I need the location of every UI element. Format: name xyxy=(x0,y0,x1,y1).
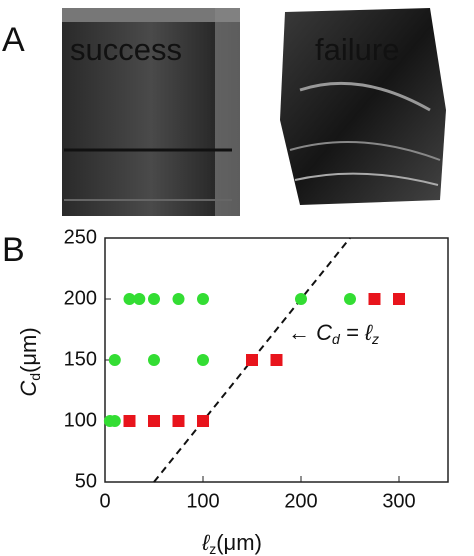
point xyxy=(393,293,405,305)
point xyxy=(148,415,160,427)
panel-label: A xyxy=(2,21,25,59)
x-axis-label-part: z xyxy=(209,541,216,556)
y-axis-label: Cd(μm) xyxy=(16,327,43,396)
point xyxy=(123,293,136,305)
point xyxy=(133,293,146,305)
point xyxy=(197,415,209,427)
y-tick-label: 250 xyxy=(64,226,97,248)
y-axis-label-part: d xyxy=(27,373,43,381)
annotation-part: d xyxy=(332,331,341,347)
y-tick-label: 50 xyxy=(75,470,97,492)
y-tick-label: 100 xyxy=(64,409,97,431)
point xyxy=(172,415,185,427)
point xyxy=(172,293,185,305)
y-tick-label: 200 xyxy=(64,287,97,309)
point xyxy=(108,354,121,366)
point xyxy=(148,354,160,366)
point xyxy=(295,293,307,305)
x-tick-label: 0 xyxy=(99,490,110,512)
x-axis-label-part: ℓ xyxy=(201,530,210,555)
x-tick-label: 100 xyxy=(186,490,219,512)
failure-sample xyxy=(280,8,446,205)
point xyxy=(270,354,283,366)
y-axis-label-part: C xyxy=(16,381,41,397)
x-tick-label: 300 xyxy=(382,490,415,512)
y-tick-label: 150 xyxy=(64,348,97,370)
point xyxy=(368,293,381,305)
x-axis-label-part: (μm) xyxy=(216,530,262,555)
point xyxy=(148,293,160,305)
point xyxy=(344,293,356,305)
annotation: ← Cd = ℓz xyxy=(288,320,379,347)
failure-label: failure xyxy=(315,32,399,67)
x-tick-label: 200 xyxy=(284,490,317,512)
x-axis-label: ℓz(μm) xyxy=(201,530,262,556)
panel-label: B xyxy=(2,231,25,269)
success-label: success xyxy=(70,32,182,67)
y-axis-label-part: (μm) xyxy=(16,327,41,373)
annotation-part: = ℓ xyxy=(340,320,373,345)
point xyxy=(246,354,258,366)
success-sample xyxy=(62,8,240,216)
annotation-part: ← C xyxy=(288,320,332,345)
annotation-part: z xyxy=(371,331,379,347)
point xyxy=(108,415,121,427)
point xyxy=(123,415,136,427)
point xyxy=(197,293,209,305)
point xyxy=(197,354,209,366)
